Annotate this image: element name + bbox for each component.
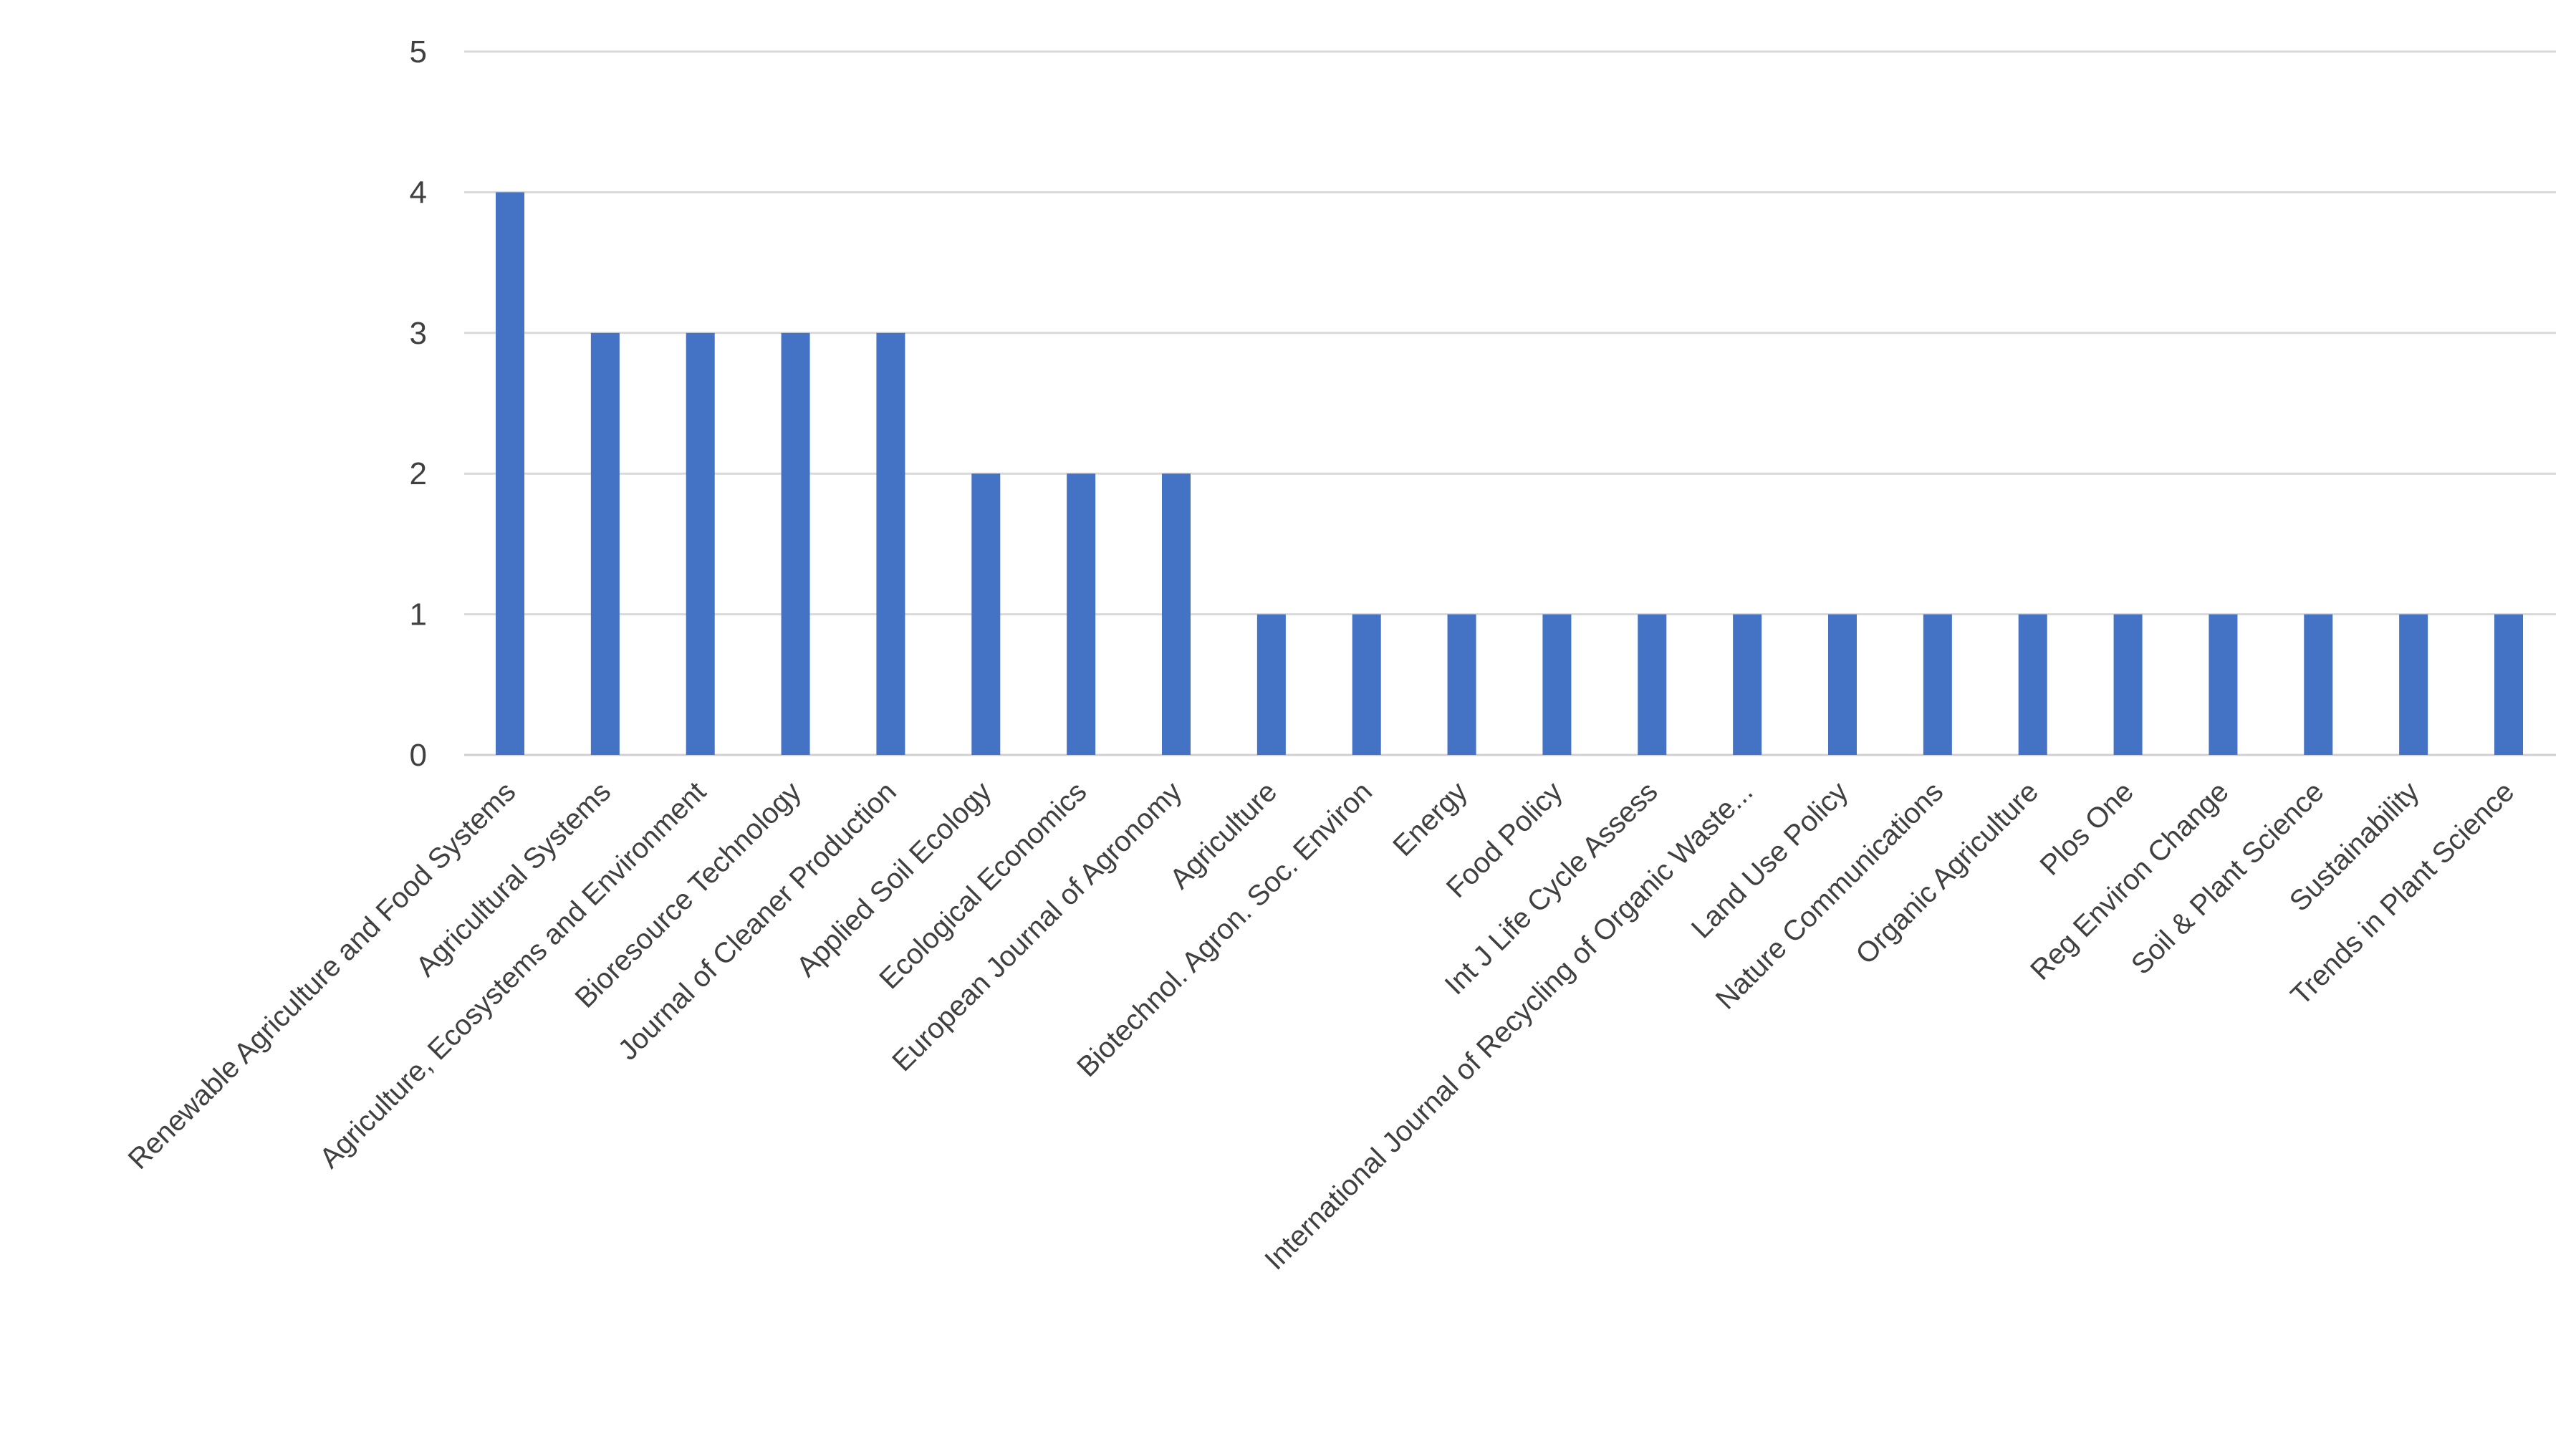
x-tick-label: Agriculture, Ecosystems and Environment	[314, 776, 712, 1174]
x-tick-label: Soil & Plant Science	[2125, 776, 2330, 981]
bar	[496, 192, 524, 755]
x-axis-tick-labels: Renewable Agriculture and Food SystemsAg…	[122, 776, 2521, 1276]
bar	[1352, 614, 1381, 755]
y-axis-tick-labels: 0 1 2 3 4 5	[410, 34, 427, 773]
bar	[1067, 473, 1096, 755]
bar	[2399, 614, 2428, 755]
bar	[2018, 614, 2047, 755]
bar	[2494, 614, 2523, 755]
x-tick-label: Organic Agriculture	[1850, 776, 2044, 971]
x-tick-label: Energy	[1387, 776, 1474, 862]
bars	[496, 192, 2523, 755]
bar	[2113, 614, 2143, 755]
x-tick-label: Renewable Agriculture and Food Systems	[122, 776, 522, 1175]
bar	[1542, 614, 1572, 755]
bar	[1638, 614, 1667, 755]
bar	[2304, 614, 2333, 755]
bar	[971, 473, 1001, 755]
bar	[1733, 614, 1762, 755]
y-tick-label: 4	[410, 175, 427, 210]
bar	[2209, 614, 2238, 755]
bar	[781, 332, 810, 755]
gridlines	[464, 50, 2556, 756]
y-tick-label: 3	[410, 316, 427, 351]
y-tick-label: 2	[410, 456, 427, 491]
y-tick-label: 0	[410, 738, 427, 773]
bar	[1256, 614, 1286, 755]
bar	[590, 332, 620, 755]
bar	[1923, 614, 1952, 755]
y-tick-label: 5	[410, 34, 427, 69]
bar	[1162, 473, 1191, 755]
bar	[686, 332, 715, 755]
y-tick-label: 1	[410, 597, 427, 632]
bar	[1447, 614, 1476, 755]
bar	[876, 332, 905, 755]
bar	[1828, 614, 1857, 755]
